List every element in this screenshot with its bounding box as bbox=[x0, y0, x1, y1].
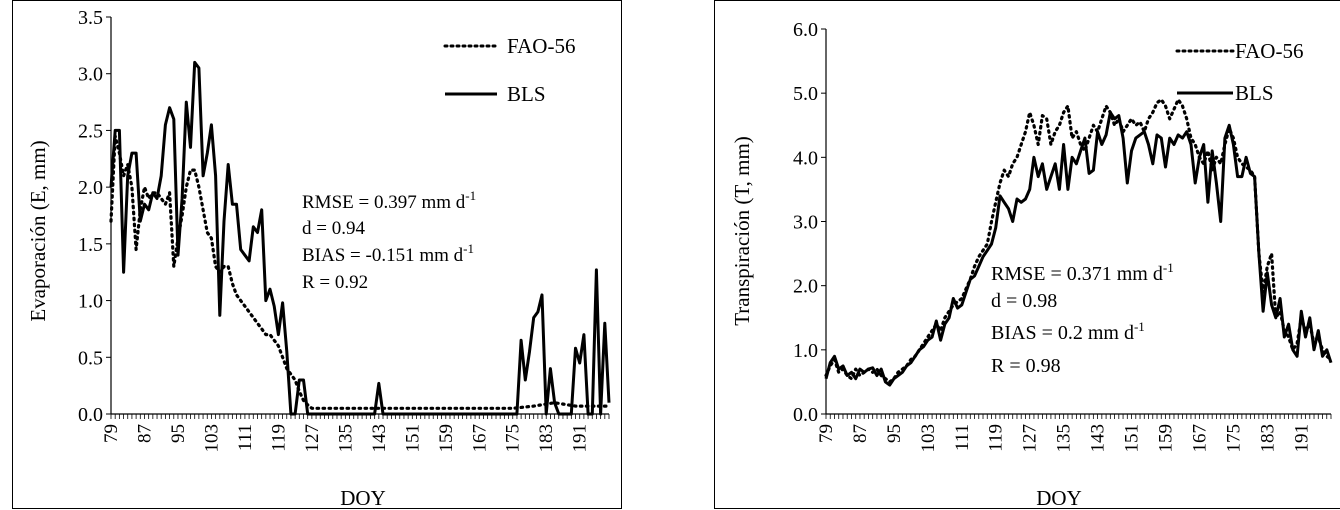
x-tick-label: 135 bbox=[1054, 424, 1075, 453]
y-tick-label: 3.5 bbox=[78, 7, 103, 29]
stats-r: R = 0.98 bbox=[991, 355, 1061, 377]
y-tick-label: 2.0 bbox=[78, 177, 103, 199]
legend-label-fao56: FAO-56 bbox=[507, 34, 575, 58]
y-axis-label: Transpiración (T, mm) bbox=[730, 136, 754, 326]
y-axis-label: Evaporación (E, mm) bbox=[26, 140, 50, 321]
stats-d: d = 0.98 bbox=[991, 290, 1057, 312]
x-tick-label: 151 bbox=[402, 424, 423, 453]
x-axis-label: DOY bbox=[1036, 486, 1082, 510]
series-line-bls bbox=[109, 60, 611, 416]
transpiration-chart-panel: 0.0 1.0 2.0 3.0 4.0 5.0 6.0 79 87 95 103 111 119 127 1… bbox=[714, 0, 1340, 510]
x-tick-label: 79 bbox=[101, 424, 122, 443]
x-tick-label: 135 bbox=[335, 424, 356, 453]
y-tick-label: 1.0 bbox=[793, 340, 818, 362]
stats-rmse: RMSE = 0.371 mm d-1 bbox=[991, 260, 1174, 285]
x-tick-label: 119 bbox=[268, 424, 289, 452]
x-tick-label: 167 bbox=[1189, 424, 1210, 453]
x-tick-label: 167 bbox=[469, 424, 490, 453]
y-tick-label: 6.0 bbox=[793, 19, 818, 41]
x-tick-label: 119 bbox=[986, 424, 1007, 452]
stats-annotation: RMSE = 0.371 mm d-1 d = 0.98 BIAS = 0.2 … bbox=[991, 260, 1174, 377]
x-tick-label: 127 bbox=[302, 424, 323, 453]
series-line-bls bbox=[824, 110, 1333, 387]
x-tick-label: 143 bbox=[369, 424, 390, 453]
y-tick-label: 2.0 bbox=[793, 276, 818, 298]
stats-bias: BIAS = 0.2 mm d-1 bbox=[991, 319, 1145, 344]
x-tick-label: 103 bbox=[201, 424, 222, 453]
x-tick-label: 143 bbox=[1088, 424, 1109, 453]
x-axis-label: DOY bbox=[340, 486, 386, 510]
legend-label-bls: BLS bbox=[507, 82, 546, 106]
x-tick-label: 111 bbox=[235, 424, 256, 451]
y-tick-label: 3.0 bbox=[793, 212, 818, 234]
legend: FAO-56 BLS bbox=[1175, 39, 1303, 105]
stats-annotation: RMSE = 0.397 mm d-1 d = 0.94 BIAS = -0.1… bbox=[302, 188, 476, 293]
x-tick-label: 111 bbox=[952, 424, 973, 451]
y-tick-label: 2.5 bbox=[78, 120, 103, 142]
transpiration-chart: 0.0 1.0 2.0 3.0 4.0 5.0 6.0 79 87 95 103 111 119 127 1… bbox=[730, 19, 1333, 510]
legend: FAO-56 BLS bbox=[443, 34, 575, 106]
y-tick-label: 1.0 bbox=[78, 291, 103, 313]
y-tick-label: 5.0 bbox=[793, 83, 818, 105]
x-tick-label: 159 bbox=[1155, 424, 1176, 453]
y-tick-label: 0.0 bbox=[793, 404, 818, 426]
y-tick-label: 3.0 bbox=[78, 64, 103, 86]
x-tick-label: 191 bbox=[570, 424, 591, 453]
x-tick-label: 87 bbox=[134, 424, 155, 443]
x-tick-label: 183 bbox=[1257, 424, 1278, 453]
y-tick-label: 0.0 bbox=[78, 404, 103, 426]
y-tick-label: 4.0 bbox=[793, 147, 818, 169]
x-tick-label: 159 bbox=[436, 424, 457, 453]
y-tick-label: 1.5 bbox=[78, 234, 103, 256]
axes-layer: 0.0 1.0 2.0 3.0 4.0 5.0 6.0 79 87 95 103 111 119 127 1… bbox=[793, 19, 1332, 453]
x-tick-label: 95 bbox=[168, 424, 189, 443]
x-tick-label: 87 bbox=[850, 424, 871, 443]
series-line-fao56 bbox=[109, 134, 611, 410]
legend-label-bls: BLS bbox=[1235, 81, 1274, 105]
x-tick-label: 151 bbox=[1122, 424, 1143, 453]
stats-d: d = 0.94 bbox=[302, 218, 365, 239]
axes-layer: 0.0 0.5 1.0 1.5 2.0 2.5 3.0 3.5 79 87 95 103 111 119 1… bbox=[78, 7, 610, 453]
x-tick-label: 175 bbox=[503, 424, 524, 453]
stats-r: R = 0.92 bbox=[302, 272, 368, 293]
stats-rmse: RMSE = 0.397 mm d-1 bbox=[302, 188, 476, 213]
series-layer bbox=[109, 60, 611, 416]
legend-label-fao56: FAO-56 bbox=[1235, 39, 1303, 63]
series-layer bbox=[824, 97, 1333, 387]
stats-bias: BIAS = -0.151 mm d-1 bbox=[302, 241, 474, 266]
x-tick-label: 175 bbox=[1223, 424, 1244, 453]
x-tick-label: 127 bbox=[1020, 424, 1041, 453]
series-line-fao56 bbox=[824, 97, 1333, 384]
x-tick-label: 183 bbox=[536, 424, 557, 453]
evaporation-chart-panel: 0.0 0.5 1.0 1.5 2.0 2.5 3.0 3.5 79 87 95 103 111 119 1… bbox=[12, 0, 622, 510]
x-tick-label: 79 bbox=[816, 424, 837, 443]
evaporation-chart: 0.0 0.5 1.0 1.5 2.0 2.5 3.0 3.5 79 87 95 103 111 119 1… bbox=[26, 7, 611, 510]
y-tick-label: 0.5 bbox=[78, 347, 103, 369]
x-tick-label: 95 bbox=[884, 424, 905, 443]
x-tick-label: 103 bbox=[918, 424, 939, 453]
x-tick-label: 191 bbox=[1291, 424, 1312, 453]
